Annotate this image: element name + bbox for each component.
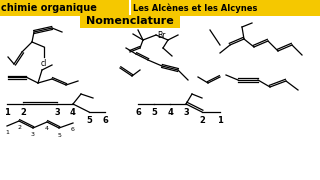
Text: 6: 6 [135,108,141,117]
Text: Br: Br [157,30,165,39]
Text: 5: 5 [57,133,61,138]
Bar [80,15,180,28]
Text: 3: 3 [54,108,60,117]
Text: 1: 1 [5,130,9,135]
Text: 4: 4 [45,126,49,131]
Text: 1: 1 [217,116,223,125]
Text: Les Alcènes et les Alcynes: Les Alcènes et les Alcynes [133,3,257,13]
Text: cl: cl [41,59,47,68]
Text: 4: 4 [70,108,76,117]
Text: 6: 6 [71,127,75,132]
Text: 2: 2 [20,108,26,117]
Text: Nomenclature: Nomenclature [86,16,174,26]
Text: 5: 5 [151,108,157,117]
Text: chimie organique: chimie organique [1,3,97,13]
Text: 6: 6 [102,116,108,125]
Text: 3: 3 [31,132,35,137]
Text: 5: 5 [86,116,92,125]
Text: 4: 4 [167,108,173,117]
Bar [0,0,320,16]
Text: 2: 2 [199,116,205,125]
Text: 2: 2 [17,125,21,130]
Text: 1: 1 [4,108,10,117]
Text: 3: 3 [183,108,189,117]
